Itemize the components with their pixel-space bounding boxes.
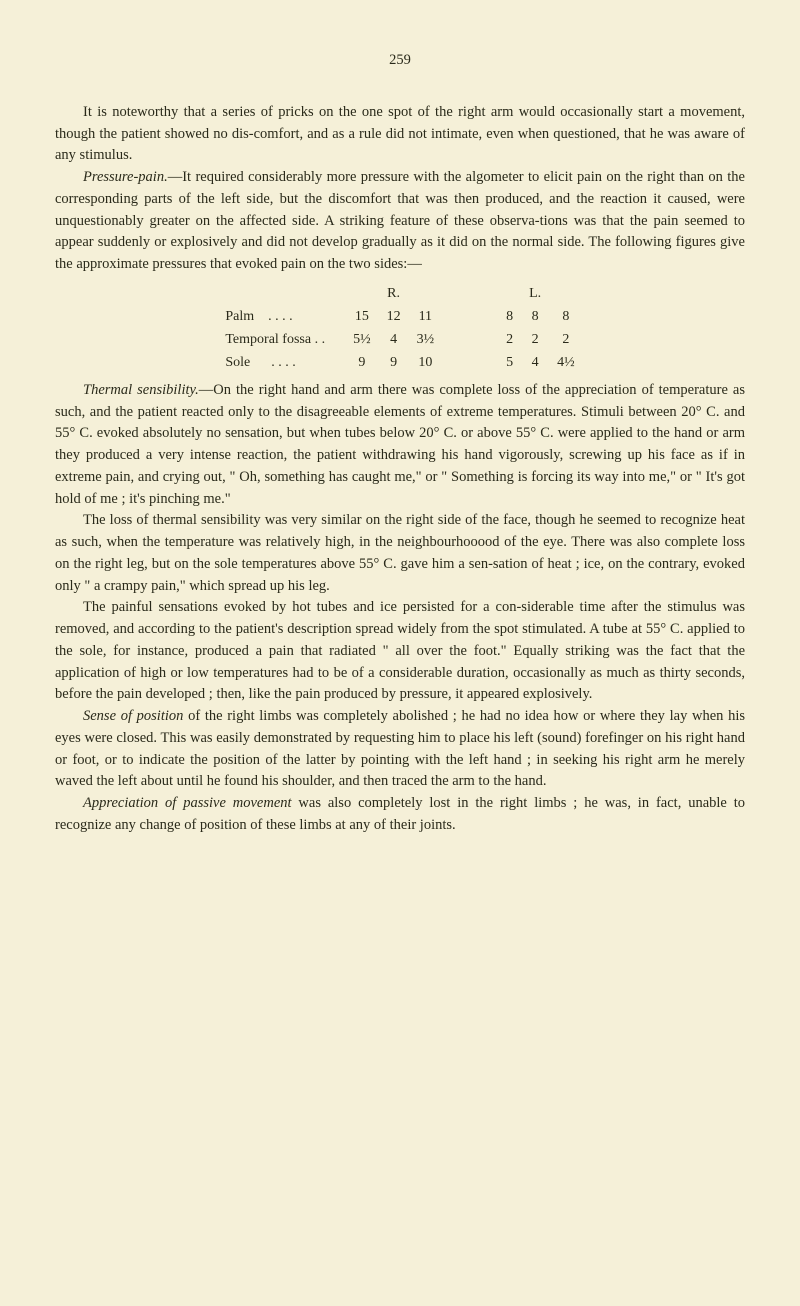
table-header-row: R. L. bbox=[217, 282, 582, 305]
table-header-r: R. bbox=[379, 282, 409, 305]
table-cell: 8 bbox=[521, 305, 549, 328]
table-cell: 4 bbox=[521, 351, 549, 374]
paragraph-5: The painful sensations evoked by hot tub… bbox=[55, 597, 745, 706]
table-cell bbox=[409, 282, 443, 305]
paragraph-3: Thermal sensibility.—On the right hand a… bbox=[55, 380, 745, 511]
table-cell: 15 bbox=[345, 305, 379, 328]
table-cell: 3½ bbox=[409, 328, 443, 351]
table-cell bbox=[498, 282, 521, 305]
pressure-table: R. L. Palm . . . . 15 12 11 8 8 8 Tempor… bbox=[217, 282, 582, 374]
sense-of-position-label: Sense of position bbox=[83, 708, 183, 724]
table-cell: 8 bbox=[549, 305, 583, 328]
paragraph-1: It is noteworthy that a series of pricks… bbox=[55, 102, 745, 167]
paragraph-6: Sense of position of the right limbs was… bbox=[55, 706, 745, 793]
table-row-label: Sole . . . . bbox=[217, 351, 345, 374]
pressure-pain-label: Pressure-pain. bbox=[83, 169, 168, 185]
pressure-table-container: R. L. Palm . . . . 15 12 11 8 8 8 Tempor… bbox=[55, 282, 745, 374]
table-cell: 4½ bbox=[549, 351, 583, 374]
thermal-sensibility-label: Thermal sensibility. bbox=[83, 382, 199, 398]
table-header-l: L. bbox=[521, 282, 549, 305]
table-row-label: Temporal fossa . . bbox=[217, 328, 345, 351]
table-cell: 9 bbox=[379, 351, 409, 374]
table-cell: 5½ bbox=[345, 328, 379, 351]
paragraph-7: Appreciation of passive movement was als… bbox=[55, 793, 745, 837]
table-cell bbox=[442, 305, 498, 328]
table-cell: 2 bbox=[498, 328, 521, 351]
table-row: Sole . . . . 9 9 10 5 4 4½ bbox=[217, 351, 582, 374]
table-row: Temporal fossa . . 5½ 4 3½ 2 2 2 bbox=[217, 328, 582, 351]
table-cell bbox=[442, 328, 498, 351]
table-cell bbox=[345, 282, 379, 305]
table-cell: 5 bbox=[498, 351, 521, 374]
page-number: 259 bbox=[55, 50, 745, 72]
table-cell: 8 bbox=[498, 305, 521, 328]
paragraph-2: Pressure-pain.—It required considerably … bbox=[55, 167, 745, 276]
table-cell: 2 bbox=[549, 328, 583, 351]
passive-movement-label: Appreciation of passive movement bbox=[83, 795, 292, 811]
table-cell bbox=[217, 282, 345, 305]
table-cell: 9 bbox=[345, 351, 379, 374]
table-row-label: Palm . . . . bbox=[217, 305, 345, 328]
table-cell bbox=[549, 282, 583, 305]
table-cell: 2 bbox=[521, 328, 549, 351]
document-page: 259 It is noteworthy that a series of pr… bbox=[0, 0, 800, 877]
table-cell: 11 bbox=[409, 305, 443, 328]
table-cell: 12 bbox=[379, 305, 409, 328]
paragraph-4: The loss of thermal sensibility was very… bbox=[55, 510, 745, 597]
table-cell: 10 bbox=[409, 351, 443, 374]
table-cell: 4 bbox=[379, 328, 409, 351]
table-row: Palm . . . . 15 12 11 8 8 8 bbox=[217, 305, 582, 328]
table-cell bbox=[442, 351, 498, 374]
table-cell bbox=[442, 282, 498, 305]
thermal-sensibility-text: —On the right hand and arm there was com… bbox=[55, 382, 745, 507]
